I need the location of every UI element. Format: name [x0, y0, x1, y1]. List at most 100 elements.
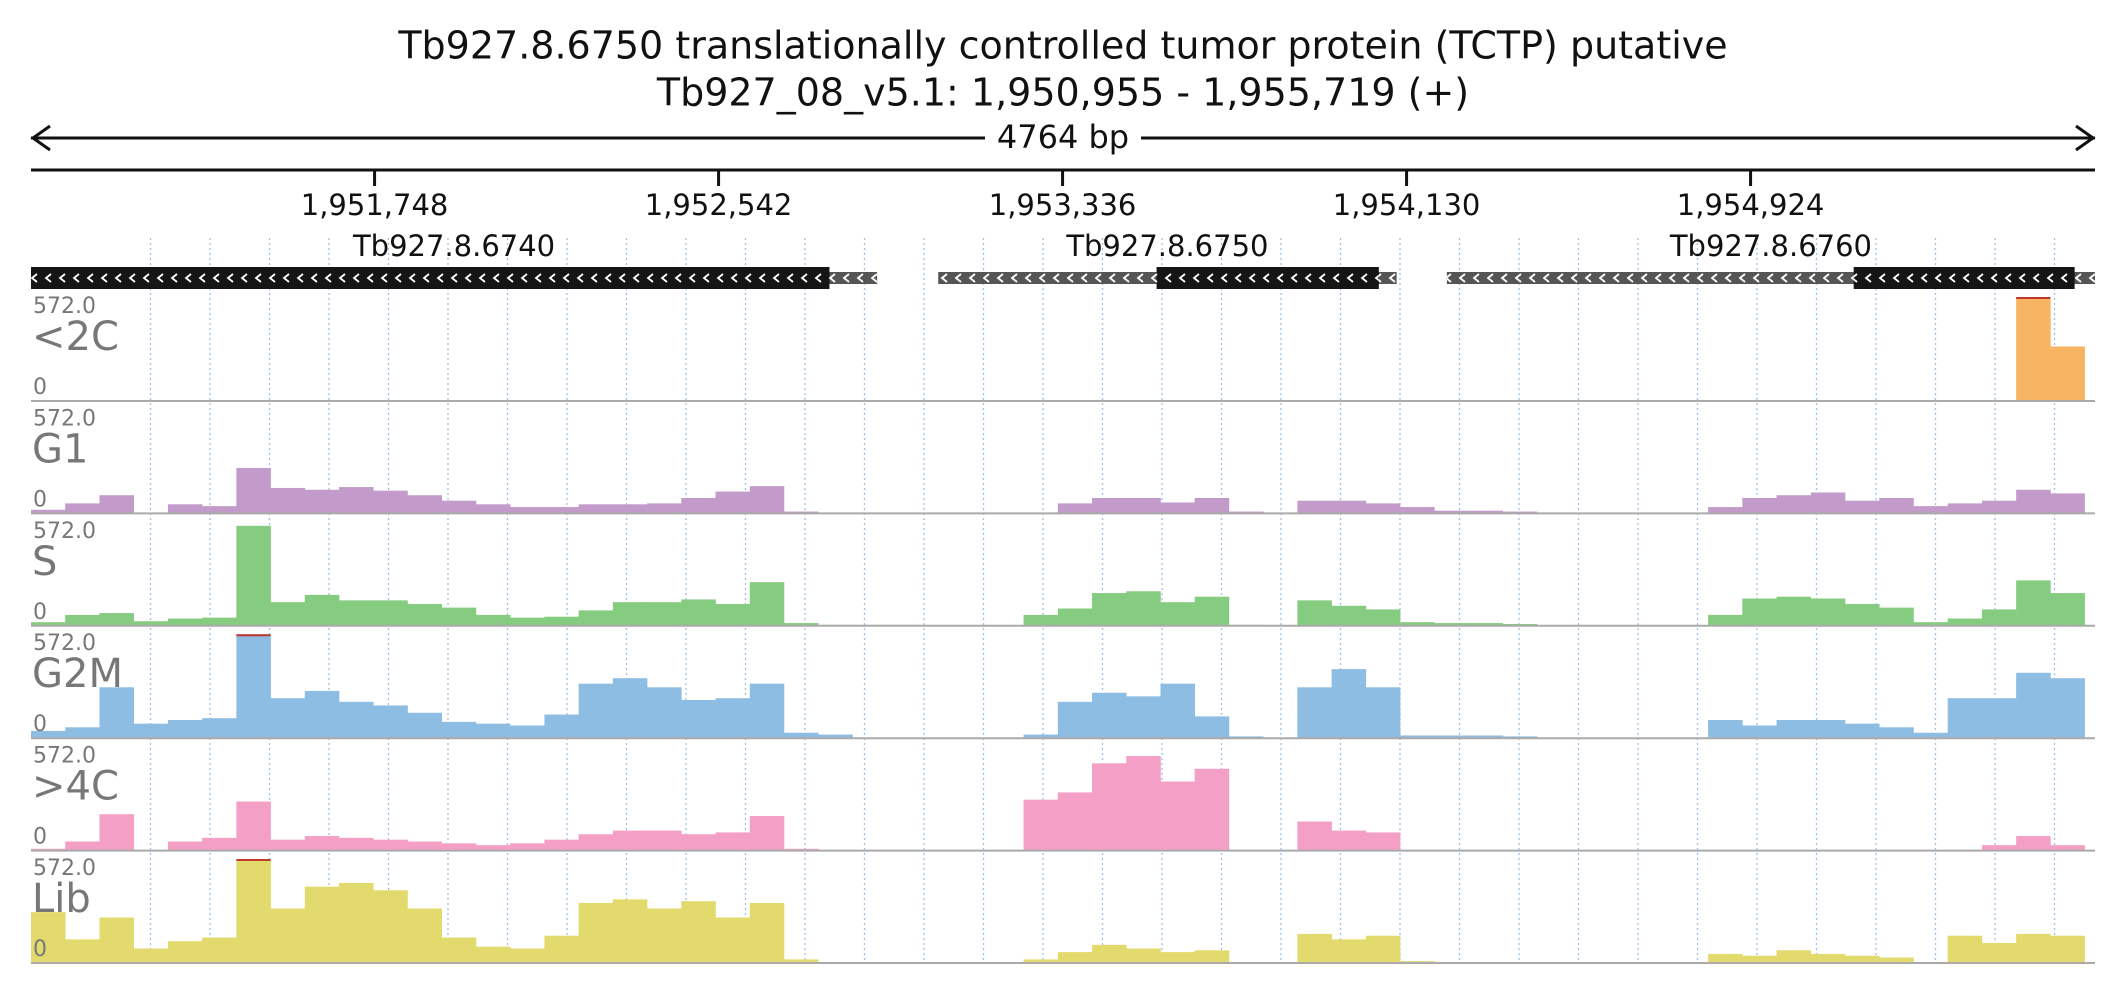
coverage-bar: [1057, 952, 1093, 963]
coverage-bar: [544, 935, 579, 963]
coverage-bar: [2016, 297, 2051, 401]
coverage-bar: [1331, 830, 1367, 851]
coverage-bar: [339, 487, 374, 514]
coverage-bar: [612, 678, 648, 739]
coverage-bar: [2050, 935, 2085, 963]
coverage-bar: [1947, 698, 1983, 739]
coverage-bar: [1913, 732, 1948, 739]
coverage-bar: [715, 698, 751, 739]
coverage-bar: [475, 504, 511, 514]
track: [31, 467, 2085, 514]
x-tick-label: 1,953,336: [989, 188, 1137, 222]
coverage-bar: [441, 937, 477, 963]
x-tick-label: 1,951,748: [301, 188, 449, 222]
coverage-bar: [1879, 957, 1914, 963]
coverage-bar: [1810, 953, 1846, 963]
coverage-bar: [99, 687, 134, 739]
coverage-bar: [1331, 669, 1367, 739]
coverage-bar: [1092, 497, 1127, 514]
coverage-bar: [1879, 607, 1914, 626]
coverage-bar: [304, 836, 340, 851]
coverage-bar: [441, 607, 477, 626]
coverage-bar: [647, 503, 682, 514]
coverage-bar: [1057, 701, 1093, 739]
coverage-bar: [1913, 506, 1948, 514]
coverage-bar: [2050, 678, 2085, 739]
coverage-bar: [133, 723, 169, 739]
coverage-bar: [1776, 720, 1812, 739]
coverage-bar: [99, 814, 134, 851]
coverage-bar: [1126, 696, 1161, 739]
coverage-bar: [1092, 763, 1127, 851]
gene-label: Tb927.8.6750: [1065, 229, 1268, 263]
coverage-bar: [1126, 591, 1161, 626]
coverage-bar: [578, 834, 614, 851]
coverage-bar: [236, 801, 271, 851]
coverage-bar: [1879, 497, 1914, 514]
coverage-bar: [202, 506, 237, 514]
coverage-bar: [1981, 698, 2017, 739]
coverage-bar: [1434, 735, 1469, 739]
coverage-bar: [2016, 672, 2051, 739]
coverage-bar: [1194, 596, 1230, 626]
coverage-bar: [202, 937, 237, 963]
coverage-bar: [441, 500, 477, 514]
coverage-bar: [31, 730, 66, 739]
y-tick-label: 0: [33, 825, 47, 850]
coverage-bar: [167, 618, 203, 626]
y-tick-label: 572.0: [33, 406, 96, 431]
coverage-bar: [373, 705, 408, 739]
coverage-bar: [373, 600, 408, 626]
coverage-bar: [270, 602, 306, 626]
coverage-bar: [1023, 734, 1059, 739]
gene-cds-arrows: [1853, 267, 2075, 289]
coverage-bar: [1023, 959, 1059, 963]
coverage-bar: [1845, 603, 1880, 626]
coverage-bar: [1810, 598, 1846, 626]
coverage-bar: [407, 495, 443, 514]
subtitle: Tb927_08_v5.1: 1,950,955 - 1,955,719 (+): [656, 71, 1469, 115]
y-tick-label: 0: [33, 712, 47, 737]
coverage-bar: [1845, 500, 1880, 514]
coverage-bar: [612, 504, 648, 514]
coverage-bar: [1981, 845, 2017, 851]
coverage-bar: [2050, 346, 2085, 401]
coverage-bar: [373, 490, 408, 514]
coverage-bar: [1400, 735, 1435, 739]
coverage-bar: [1297, 500, 1332, 514]
y-tick-label: 572.0: [33, 519, 96, 544]
coverage-bar: [1057, 503, 1093, 514]
coverage-bar: [783, 732, 819, 739]
coverage-bar: [544, 839, 579, 851]
coverage-bar: [681, 700, 716, 739]
coverage-bar: [1297, 821, 1332, 851]
coverage-bar: [1434, 623, 1469, 626]
coverage-bar: [1708, 953, 1743, 963]
coverage-bar: [339, 883, 374, 963]
coverage-bar: [270, 908, 306, 963]
gene-label: Tb927.8.6740: [352, 229, 555, 263]
coverage-bar: [681, 497, 716, 514]
coverage-bar: [783, 623, 819, 626]
coverage-bar: [1023, 799, 1059, 851]
coverage-bar: [65, 614, 100, 626]
coverage-bar: [304, 690, 340, 739]
coverage-bar: [510, 725, 545, 739]
track-label: Lib: [32, 876, 91, 922]
coverage-bar: [31, 509, 66, 514]
x-tick-label: 1,952,542: [645, 188, 793, 222]
coverage-bar: [1331, 500, 1367, 514]
coverage-bar: [1057, 792, 1093, 851]
coverage-bar: [1708, 720, 1743, 739]
coverage-bar: [1708, 507, 1743, 514]
coverage-bar: [236, 525, 271, 626]
coverage-bar: [1468, 510, 1504, 514]
coverage-bar: [236, 859, 271, 963]
coverage-bar: [65, 727, 100, 739]
track-label: >4C: [32, 764, 119, 810]
coverage-bar: [783, 959, 819, 963]
coverage-bar: [1331, 605, 1367, 626]
coverage-bar: [304, 489, 340, 514]
coverage-bar: [818, 734, 853, 739]
coverage-bar: [1365, 935, 1401, 963]
